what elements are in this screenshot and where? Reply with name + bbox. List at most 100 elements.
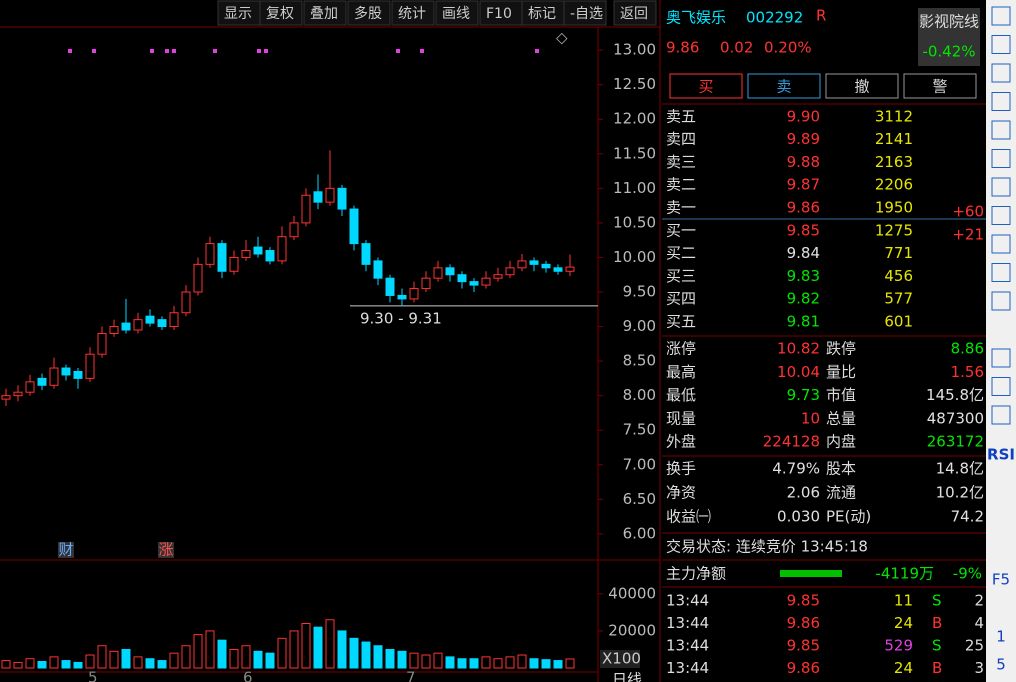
toolbar-label: 统计 — [398, 6, 426, 22]
tick-side: S — [932, 637, 942, 655]
tick-count: 4 — [974, 614, 984, 632]
book-label: 卖一 — [666, 198, 696, 216]
tick-volume: 24 — [894, 614, 913, 632]
toolbar-label: 多股 — [354, 5, 382, 22]
sidebar-icon[interactable] — [991, 377, 1011, 396]
stat-label: 净资 — [666, 484, 696, 502]
toolbar-label: 画线 — [442, 6, 470, 22]
volume-bar — [145, 658, 155, 669]
tick-count: 2 — [974, 592, 984, 610]
candle-body — [385, 277, 395, 296]
trade-status: 交易状态: 连续竞价 13:45:18 — [666, 538, 868, 556]
toolbar-button[interactable] — [303, 0, 347, 26]
trade-button-label: 买 — [698, 78, 713, 96]
volume-bar — [397, 650, 407, 669]
sidebar-icon[interactable] — [991, 120, 1011, 140]
candle-body — [517, 260, 527, 269]
stat-label: 流通 — [826, 484, 856, 502]
sidebar-icon[interactable] — [991, 348, 1011, 368]
stat-value: 1.56 — [951, 363, 984, 381]
candle-body — [433, 267, 443, 279]
volume-bar — [433, 652, 443, 669]
toolbar-button[interactable] — [259, 0, 303, 26]
volume-bar — [409, 652, 419, 669]
stat-value: 2.06 — [787, 484, 820, 502]
toolbar-button[interactable] — [435, 0, 479, 26]
book-price: 9.89 — [787, 130, 820, 148]
pct: 0.20% — [764, 39, 812, 57]
stat-value: 10.2亿 — [936, 484, 984, 502]
sidebar-icon[interactable] — [991, 177, 1011, 197]
signal-dot — [257, 49, 261, 53]
candle-body — [493, 274, 503, 279]
y-tick-label: 10.00 — [613, 248, 656, 266]
toolbar-label: -自选 — [570, 6, 603, 22]
sidebar-icon[interactable] — [991, 263, 1011, 282]
trade-button[interactable] — [825, 73, 899, 99]
sidebar-icon[interactable] — [991, 6, 1011, 26]
toolbar-button[interactable] — [521, 0, 565, 26]
candle-body — [97, 332, 107, 355]
book-price: 9.88 — [787, 153, 820, 171]
volume-bar — [457, 658, 467, 669]
toolbar-button[interactable] — [613, 0, 657, 26]
book-label: 买五 — [666, 312, 696, 330]
candle-body — [73, 370, 83, 379]
stat-value: 0.030 — [777, 508, 820, 526]
tick-time: 13:44 — [666, 614, 709, 632]
volume-bar — [385, 648, 395, 669]
volume-bar — [361, 641, 371, 669]
trade-button[interactable] — [747, 73, 821, 99]
candle-body — [313, 191, 323, 203]
tick-count: 3 — [974, 659, 984, 677]
toolbar-label: 返回 — [620, 6, 648, 22]
book-label: 买二 — [666, 244, 696, 262]
book-price: 9.84 — [787, 244, 820, 262]
candle-body — [205, 243, 215, 265]
candle-body — [13, 391, 23, 397]
toolbar-button[interactable] — [563, 0, 607, 26]
book-volume: 2141 — [875, 130, 913, 148]
book-volume: 577 — [884, 290, 913, 308]
candle-body — [541, 263, 551, 269]
period-label: 日线 — [612, 671, 642, 682]
toolbar-button[interactable] — [347, 0, 391, 26]
volume-bar — [553, 660, 563, 669]
volume-bar — [229, 648, 239, 669]
trade-button[interactable] — [669, 73, 743, 99]
sector-box[interactable] — [918, 8, 980, 66]
volume-bar — [265, 652, 275, 669]
y-tick-label: 6.50 — [623, 490, 656, 508]
volume-bar — [49, 656, 59, 669]
sidebar-icon[interactable] — [991, 291, 1011, 311]
tick-volume: 24 — [894, 659, 913, 677]
volume-bar — [25, 658, 35, 669]
sidebar-icon[interactable] — [991, 234, 1011, 254]
sidebar-icon[interactable] — [991, 63, 1011, 83]
volume-bar — [289, 630, 299, 669]
event-marker[interactable] — [158, 542, 174, 558]
sidebar-icon[interactable] — [991, 405, 1011, 425]
sidebar-icon[interactable] — [991, 149, 1011, 168]
tick-time: 13:44 — [666, 637, 709, 655]
sidebar-icon[interactable] — [991, 206, 1011, 225]
event-marker[interactable] — [58, 542, 74, 558]
stat-value: 10.82 — [777, 340, 820, 358]
trade-button[interactable] — [903, 73, 977, 99]
toolbar-button[interactable] — [391, 0, 435, 26]
sidebar-icon[interactable] — [991, 92, 1011, 111]
candle-body — [469, 281, 479, 286]
trade-button-label: 卖 — [776, 78, 791, 96]
stat-label: 收益㈠ — [666, 508, 711, 526]
volume-bar — [157, 660, 167, 669]
candle-body — [121, 322, 131, 331]
event-marker-label: 财 — [58, 541, 73, 559]
tick-price: 9.86 — [787, 614, 820, 632]
stat-value: 8.86 — [951, 340, 984, 358]
candle-body — [301, 194, 311, 224]
stat-label: 最低 — [666, 386, 696, 404]
stat-value: 487300 — [927, 409, 984, 427]
month-label: 5 — [88, 669, 98, 682]
sidebar-icon[interactable] — [991, 35, 1011, 54]
